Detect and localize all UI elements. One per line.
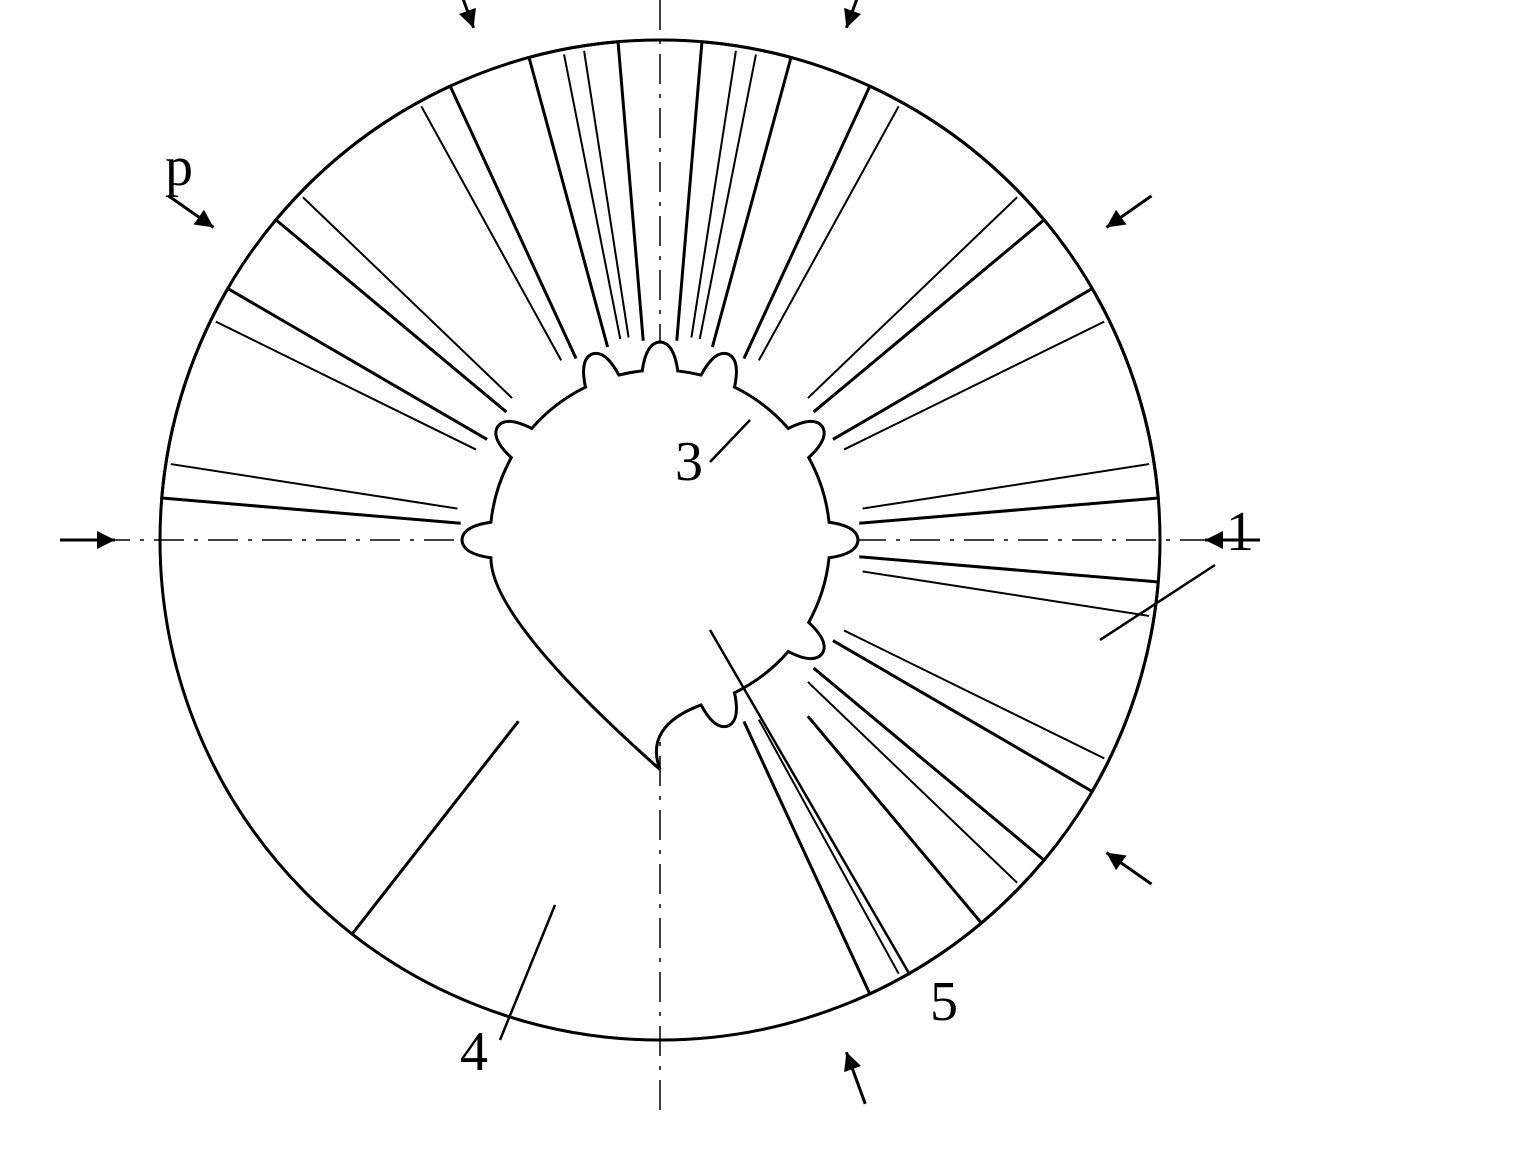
label-5: 5 (930, 970, 958, 1034)
label-4: 4 (460, 1020, 488, 1084)
technical-diagram (0, 0, 1534, 1161)
label-p: p (165, 135, 193, 199)
label-3: 3 (675, 430, 703, 494)
label-1: 1 (1226, 500, 1254, 564)
